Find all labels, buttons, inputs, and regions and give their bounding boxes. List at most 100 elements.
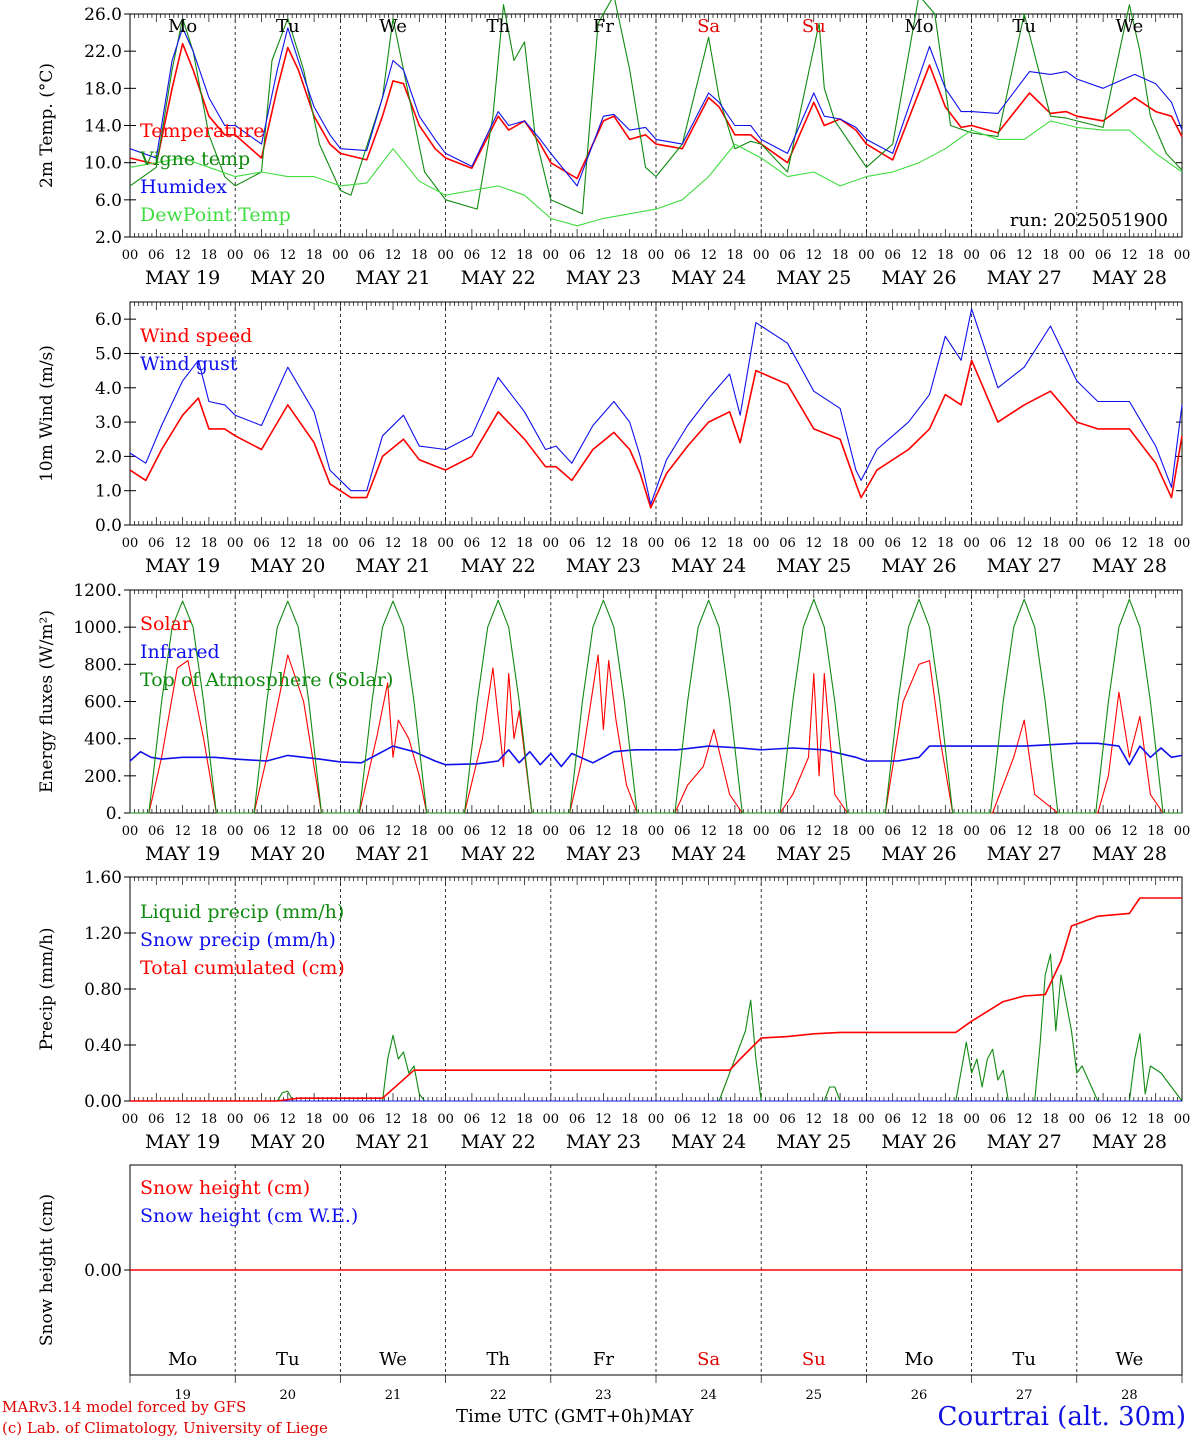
- hour-label: 00: [1069, 248, 1086, 263]
- series-line: [130, 953, 1183, 1102]
- hour-label: 06: [464, 1112, 481, 1127]
- hour-label: 00: [227, 824, 244, 839]
- hour-label: 18: [411, 248, 428, 263]
- hour-label: 12: [280, 824, 297, 839]
- y-axis-title: Energy fluxes (W/m²): [37, 610, 57, 793]
- hour-label: 06: [464, 824, 481, 839]
- series-line: [129, 120, 1183, 227]
- date-label: MAY 27: [987, 843, 1062, 865]
- hour-label: 00: [753, 1112, 770, 1127]
- y-tick-label: 0.00: [84, 1261, 122, 1281]
- hour-label: 12: [806, 824, 823, 839]
- hour-label: 12: [490, 824, 507, 839]
- y-axis-title: Precip (mm/h): [37, 927, 57, 1050]
- y-axis-title: 10m Wind (m/s): [37, 345, 57, 482]
- hour-label: 00: [122, 248, 139, 263]
- series-line: [130, 598, 1182, 814]
- hour-label: 12: [1121, 536, 1138, 551]
- hour-label: 00: [332, 824, 349, 839]
- date-label: MAY 24: [671, 843, 746, 865]
- hour-label: 12: [1121, 824, 1138, 839]
- y-tick-label: 0.00: [84, 1092, 122, 1112]
- hour-label: 00: [753, 248, 770, 263]
- hour-label: 06: [779, 536, 796, 551]
- date-number: 23: [595, 1388, 612, 1403]
- hour-label: 06: [990, 824, 1007, 839]
- legend-entry: Liquid precip (mm/h): [140, 901, 344, 923]
- date-label: MAY 19: [145, 267, 220, 289]
- hour-label: 06: [674, 1112, 691, 1127]
- hour-label: 12: [1016, 1112, 1033, 1127]
- hour-label: 18: [201, 824, 218, 839]
- hour-label: 06: [884, 248, 901, 263]
- date-label: MAY 26: [881, 267, 956, 289]
- hour-label: 12: [280, 1112, 297, 1127]
- y-tick-label: 2.0: [95, 447, 122, 467]
- weekday-label: Tu: [1012, 1349, 1036, 1370]
- hour-label: 06: [1095, 536, 1112, 551]
- y-tick-label: 1.0: [95, 482, 122, 502]
- hour-label: 18: [201, 536, 218, 551]
- date-label: MAY 22: [461, 1131, 536, 1153]
- weekday-label: Su: [802, 1349, 826, 1370]
- date-label: MAY 28: [1092, 555, 1167, 577]
- hour-label: 00: [227, 536, 244, 551]
- hour-label: 06: [358, 1112, 375, 1127]
- hour-label: 12: [490, 536, 507, 551]
- model-credit: MARv3.14 model forced by GFS: [2, 1398, 247, 1416]
- hour-label: 12: [911, 824, 928, 839]
- y-tick-label: 400.: [84, 730, 122, 750]
- hour-label: 12: [174, 536, 191, 551]
- hour-label: 12: [174, 824, 191, 839]
- weekday-label: We: [1116, 1349, 1144, 1370]
- hour-label: 18: [1042, 248, 1059, 263]
- hour-label: 06: [884, 1112, 901, 1127]
- legend-entry: Infrared: [140, 641, 220, 663]
- y-tick-label: 10.0: [84, 154, 122, 174]
- date-number: 26: [911, 1388, 928, 1403]
- hour-label: 00: [1174, 536, 1191, 551]
- hour-label: 00: [1174, 1112, 1191, 1127]
- hour-label: 00: [1174, 248, 1191, 263]
- date-label: MAY 28: [1092, 1131, 1167, 1153]
- hour-label: 00: [437, 824, 454, 839]
- hour-label: 06: [148, 248, 165, 263]
- hour-label: 06: [253, 1112, 270, 1127]
- hour-label: 00: [963, 824, 980, 839]
- y-tick-label: 1.60: [84, 868, 122, 888]
- hour-label: 18: [937, 1112, 954, 1127]
- weekday-label: Sa: [697, 1349, 720, 1370]
- hour-label: 00: [122, 1112, 139, 1127]
- hour-label: 12: [174, 248, 191, 263]
- legend-entry: DewPoint Temp: [140, 204, 291, 226]
- weekday-label: We: [379, 16, 407, 37]
- hour-label: 18: [306, 1112, 323, 1127]
- hour-label: 12: [700, 1112, 717, 1127]
- hour-label: 12: [700, 536, 717, 551]
- hour-label: 00: [753, 824, 770, 839]
- hour-label: 12: [1016, 536, 1033, 551]
- date-label: MAY 20: [250, 267, 325, 289]
- hour-label: 06: [990, 536, 1007, 551]
- hour-label: 00: [332, 248, 349, 263]
- legend-entry: Snow precip (mm/h): [140, 929, 336, 951]
- y-tick-label: 800.: [84, 655, 122, 675]
- y-tick-label: 200.: [84, 767, 122, 787]
- y-tick-label: 0.: [106, 804, 122, 824]
- date-label: MAY 23: [566, 1131, 641, 1153]
- hour-label: 12: [806, 536, 823, 551]
- hour-label: 06: [253, 248, 270, 263]
- date-label: MAY 21: [355, 843, 430, 865]
- hour-label: 18: [1147, 1112, 1164, 1127]
- hour-label: 00: [543, 536, 560, 551]
- hour-label: 00: [648, 536, 665, 551]
- hour-label: 18: [1042, 1112, 1059, 1127]
- hour-label: 06: [1095, 824, 1112, 839]
- lab-credit: (c) Lab. of Climatology, University of L…: [2, 1419, 328, 1437]
- date-label: MAY 26: [881, 555, 956, 577]
- hour-label: 12: [1016, 824, 1033, 839]
- hour-label: 12: [595, 536, 612, 551]
- y-axis-title: Snow height (cm): [37, 1194, 57, 1346]
- weekday-label: Tu: [1012, 16, 1036, 37]
- date-label: MAY 22: [461, 555, 536, 577]
